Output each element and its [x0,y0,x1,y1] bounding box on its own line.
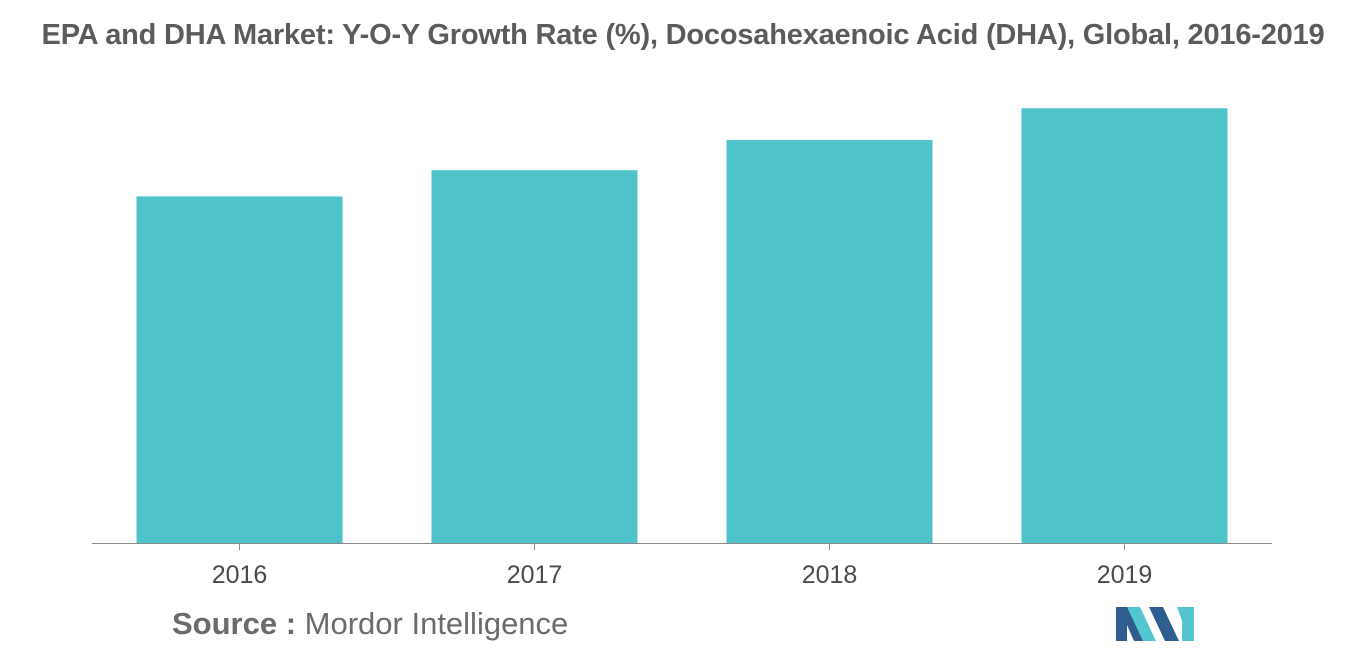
source-note: Source : Mordor Intelligence [172,606,568,642]
bar-2019 [1021,108,1228,544]
source-label: Source : [172,606,297,641]
x-tick-label-2016: 2016 [212,561,268,589]
x-tick-label-2017: 2017 [507,561,563,589]
mordor-intelligence-logo-icon [1116,607,1194,641]
bar-2017 [431,170,638,543]
bar-2016 [136,196,343,543]
x-tick-label-2018: 2018 [802,561,858,589]
source-text: Mordor Intelligence [304,606,569,641]
chart-title: EPA and DHA Market: Y-O-Y Growth Rate (%… [41,19,1325,51]
bar-2018 [726,140,933,543]
x-tick-label-2019: 2019 [1097,561,1153,589]
